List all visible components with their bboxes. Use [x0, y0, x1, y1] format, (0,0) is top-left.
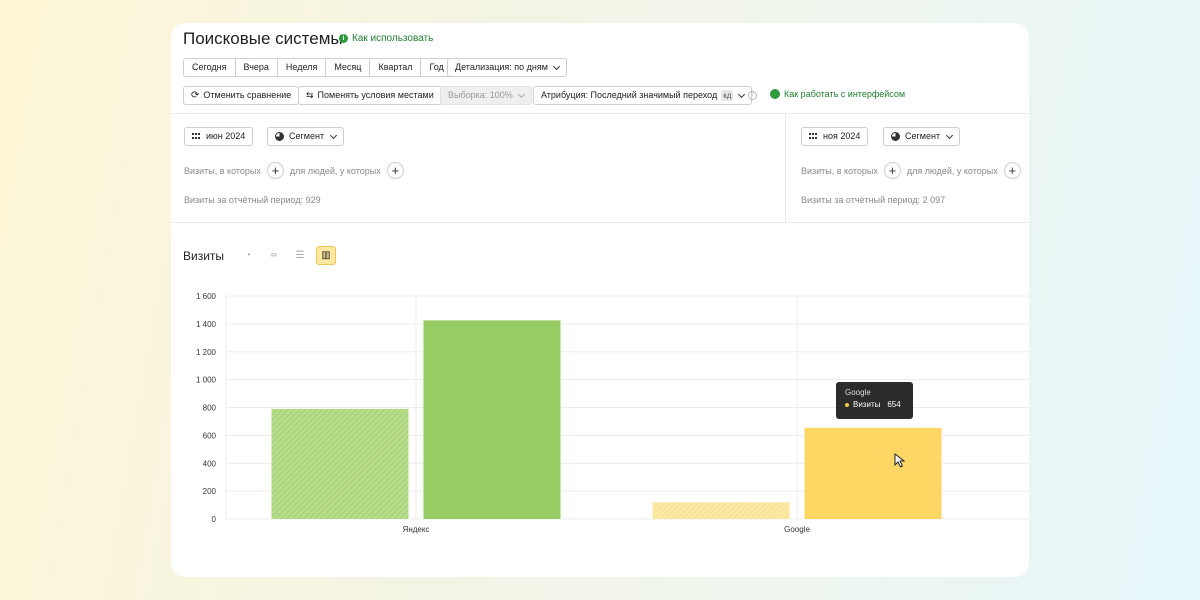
pie-icon — [891, 132, 900, 141]
tooltip-label: Визиты — [853, 400, 881, 409]
left-visits-filter-label: Визиты, в которых — [184, 165, 261, 176]
period-today[interactable]: Сегодня — [184, 59, 236, 76]
y-tick-label: 0 — [212, 515, 217, 524]
add-people-filter-button[interactable]: + — [1003, 162, 1021, 179]
bar-chart: 0 200 400 600 800 1 000 1 200 1 400 1 600 Яндекс G… — [196, 292, 1029, 534]
period-week[interactable]: Неделя — [277, 59, 327, 76]
mouse-cursor-icon — [894, 453, 906, 468]
swap-conditions-button[interactable]: ⇆ Поменять условия местами — [298, 86, 442, 105]
add-people-filter-button[interactable]: + — [386, 162, 404, 179]
series-dot-icon — [845, 402, 849, 407]
tooltip-title: Google — [845, 388, 871, 397]
y-tick-label: 1 600 — [196, 292, 217, 301]
x-tick-label: Google — [784, 525, 810, 534]
add-visit-filter-button[interactable]: + — [883, 162, 901, 179]
bar-chart-view-icon[interactable]: ▥ — [316, 246, 336, 265]
chart-type-switcher: ◔ ≃ ☰ ▥ — [238, 246, 336, 265]
left-period-visits: Визиты за отчётный период: 929 — [184, 195, 321, 205]
right-date-label: ноя 2024 — [823, 131, 861, 141]
swap-conditions-label: Поменять условия местами — [317, 90, 434, 100]
help-icon[interactable]: ? — [748, 91, 757, 100]
y-tick-label: 800 — [203, 404, 217, 413]
section-title: Визиты — [183, 249, 225, 263]
cancel-compare-button[interactable]: ⟳ Отменить сравнение — [183, 86, 300, 105]
right-date-button[interactable]: ноя 2024 — [801, 127, 869, 146]
right-visits-filter-label: Визиты, в которых — [801, 165, 878, 176]
area-chart-view-icon[interactable]: ☰ — [295, 250, 305, 261]
period-selector: Сегодня Вчера Неделя Месяц Квартал Год — [183, 58, 453, 77]
calendar-icon — [809, 132, 818, 141]
x-tick-label: Яндекс — [403, 525, 430, 534]
how-to-link[interactable]: i Как использовать — [339, 33, 433, 44]
divider — [171, 113, 1029, 114]
chevron-down-icon — [738, 90, 746, 98]
right-filter-row: Визиты, в которых + для людей, у которых… — [801, 162, 1021, 179]
how-to-label: Как использовать — [352, 33, 434, 44]
left-segment-label: Сегмент — [289, 131, 325, 141]
right-people-filter-label: для людей, у которых — [906, 165, 998, 176]
tooltip-value: 654 — [887, 400, 901, 409]
y-tick-label: 200 — [203, 487, 217, 496]
detail-label: Детализация: по дням — [455, 62, 548, 72]
y-tick-label: 400 — [203, 459, 217, 468]
page-title: Поисковые системы — [183, 29, 343, 48]
left-people-filter-label: для людей, у которых — [289, 165, 381, 176]
sample-label: Выборка: 100% — [448, 90, 513, 100]
right-segment-button[interactable]: Сегмент — [883, 127, 961, 146]
y-tick-label: 1 200 — [196, 348, 217, 357]
chevron-down-icon — [330, 131, 338, 139]
calendar-icon — [192, 132, 201, 141]
bar — [423, 320, 561, 519]
chart-tooltip: Google Визиты 654 — [836, 382, 913, 419]
y-tick-label: 1 400 — [196, 320, 217, 329]
add-visit-filter-button[interactable]: + — [266, 162, 284, 179]
detail-dropdown[interactable]: Детализация: по дням — [447, 58, 567, 77]
divider-vertical — [785, 113, 786, 222]
pie-icon — [275, 132, 284, 141]
left-segment-button[interactable]: Сегмент — [267, 127, 345, 146]
right-period-visits: Визиты за отчётный период: 2 097 — [801, 195, 946, 205]
sample-dropdown[interactable]: Выборка: 100% — [440, 86, 532, 105]
attribution-dropdown[interactable]: Атрибуция: Последний значимый переход кд — [533, 86, 753, 105]
pie-chart-view-icon[interactable]: ◔ — [244, 250, 252, 261]
chevron-down-icon — [517, 90, 525, 98]
cancel-compare-label: Отменить сравнение — [203, 90, 292, 100]
period-month[interactable]: Месяц — [326, 59, 371, 76]
period-quarter[interactable]: Квартал — [370, 59, 422, 76]
left-date-label: июн 2024 — [206, 131, 246, 141]
left-date-button[interactable]: июн 2024 — [184, 127, 254, 146]
y-tick-label: 600 — [203, 431, 217, 440]
refresh-icon: ⟳ — [191, 90, 200, 101]
attribution-label: Атрибуция: Последний значимый переход — [541, 90, 718, 100]
chevron-down-icon — [946, 131, 954, 139]
bar — [804, 427, 942, 519]
info-icon: i — [339, 34, 348, 43]
interface-help-link[interactable]: Как работать с интерфейсом — [770, 89, 905, 99]
chevron-down-icon — [552, 62, 561, 70]
line-chart-view-icon[interactable]: ≃ — [269, 250, 279, 261]
right-segment-label: Сегмент — [905, 131, 941, 141]
y-tick-label: 1 000 — [196, 376, 217, 385]
interface-help-label: Как работать с интерфейсом — [784, 89, 906, 99]
period-yesterday[interactable]: Вчера — [235, 59, 278, 76]
swap-icon: ⇆ — [306, 90, 314, 100]
divider — [171, 222, 1029, 223]
report-card: Поисковые системы i Как использовать Сег… — [171, 23, 1029, 577]
help-circle-icon — [770, 89, 780, 99]
bar — [271, 408, 409, 519]
period-year[interactable]: Год — [421, 59, 452, 76]
left-filter-row: Визиты, в которых + для людей, у которых… — [184, 162, 404, 179]
bar — [652, 502, 790, 519]
tooltip-row: Визиты 654 — [845, 400, 904, 409]
attribution-badge: кд — [721, 90, 734, 101]
